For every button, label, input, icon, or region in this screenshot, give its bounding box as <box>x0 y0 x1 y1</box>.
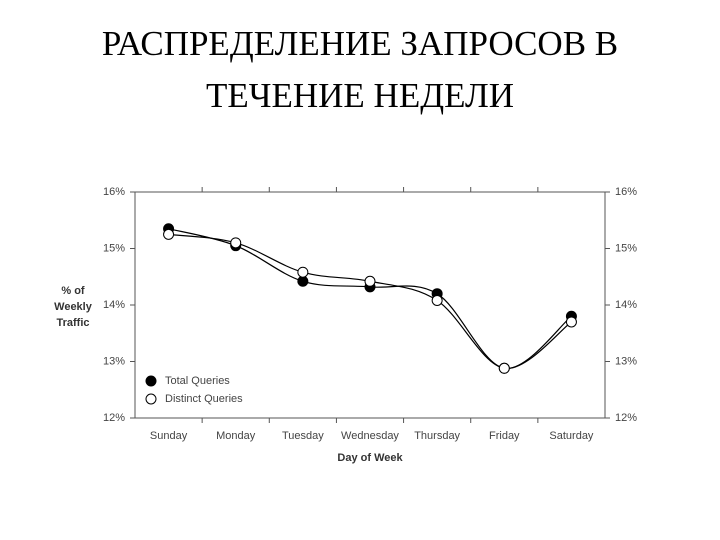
x-tick-label: Saturday <box>549 430 594 442</box>
x-tick-label: Friday <box>489 430 520 442</box>
x-tick-label: Wednesday <box>341 430 399 442</box>
x-axis-label: Day of Week <box>337 452 403 464</box>
legend-label: Distinct Queries <box>165 393 243 405</box>
slide-title: РАСПРЕДЕЛЕНИЕ ЗАПРОСОВ В ТЕЧЕНИЕ НЕДЕЛИ <box>101 24 619 115</box>
y-tick-label: 12% <box>103 412 125 424</box>
x-tick-label: Sunday <box>150 430 188 442</box>
y-tick-label: 15% <box>103 242 125 254</box>
y2-tick-label: 12% <box>615 412 637 424</box>
y2-tick-label: 15% <box>615 242 637 254</box>
data-point <box>565 316 577 328</box>
data-point <box>364 275 376 287</box>
series-line <box>168 228 572 369</box>
x-tick-label: Tuesday <box>282 430 324 442</box>
y-tick-label: 13% <box>103 355 125 367</box>
y2-tick-label: 13% <box>615 355 637 367</box>
legend-marker <box>145 393 157 405</box>
data-point <box>230 237 242 249</box>
y-tick-label: 16% <box>103 186 125 198</box>
x-tick-label: Monday <box>216 430 256 442</box>
data-point <box>431 294 443 306</box>
data-point <box>297 266 309 278</box>
series-line <box>168 233 572 369</box>
x-tick-label: Thursday <box>414 430 460 442</box>
y2-tick-label: 14% <box>615 299 637 311</box>
legend-label: Total Queries <box>165 375 230 387</box>
y2-tick-label: 16% <box>615 186 637 198</box>
data-point <box>297 275 309 287</box>
data-point <box>498 362 510 374</box>
y-axis-label: % of Weekly Traffic <box>54 285 92 329</box>
data-point <box>163 228 175 240</box>
legend-marker <box>145 375 157 387</box>
y-tick-label: 14% <box>103 299 125 311</box>
